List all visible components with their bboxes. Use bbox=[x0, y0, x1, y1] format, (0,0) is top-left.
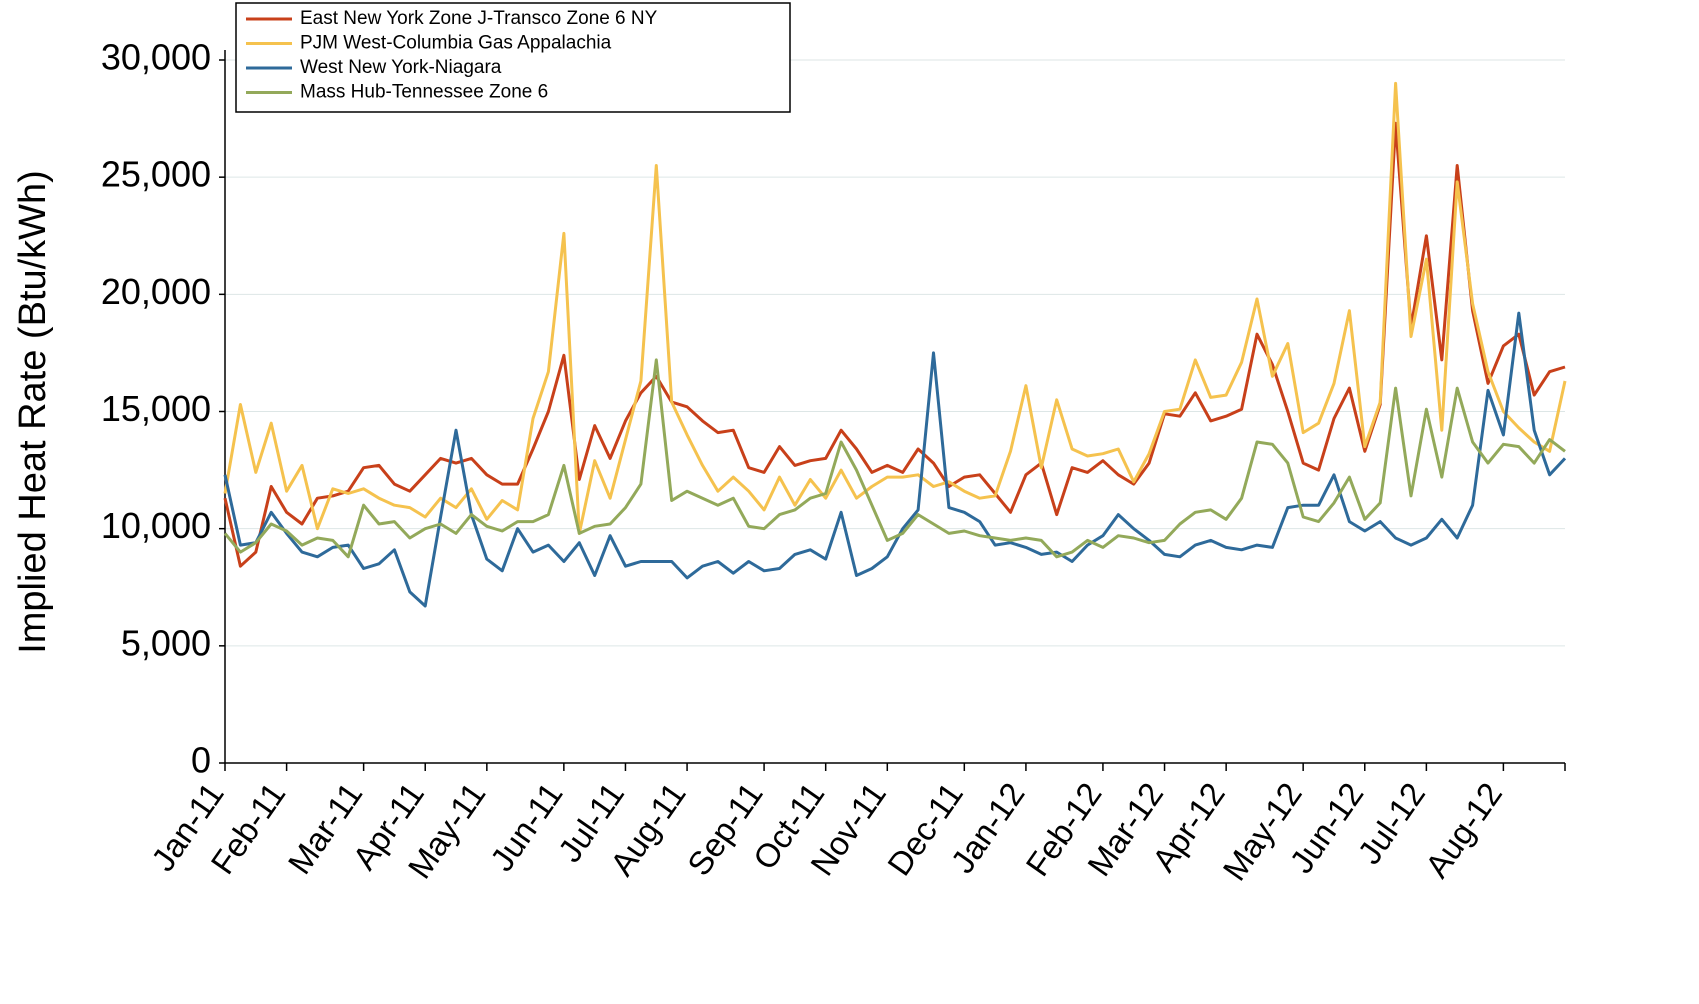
y-tick-label: 5,000 bbox=[121, 622, 211, 663]
legend-label: Mass Hub-Tennessee Zone 6 bbox=[300, 82, 548, 103]
legend-label: West New York-Niagara bbox=[300, 57, 502, 78]
x-tick-label: Aug-12 bbox=[1418, 776, 1509, 884]
x-tick-label: Mar-11 bbox=[280, 776, 369, 881]
x-tick-label: Sep-11 bbox=[680, 776, 770, 882]
series-line bbox=[223, 311, 1567, 608]
series-line bbox=[223, 358, 1566, 559]
y-tick-label: 0 bbox=[191, 740, 211, 781]
x-tick-label: Jun-11 bbox=[483, 776, 570, 878]
legend-box bbox=[235, 2, 791, 113]
y-axis-label: Implied Heat Rate (Btu/kWh) bbox=[12, 170, 54, 654]
y-tick-label: 20,000 bbox=[101, 271, 211, 312]
series-line bbox=[223, 121, 1566, 568]
x-tick-label: May-12 bbox=[1215, 776, 1308, 887]
y-tick-label: 15,000 bbox=[101, 388, 211, 429]
y-tick-label: 30,000 bbox=[101, 37, 211, 78]
legend-label: East New York Zone J-Transco Zone 6 NY bbox=[300, 8, 658, 29]
y-tick-label: 25,000 bbox=[101, 154, 211, 195]
legend-label: PJM West-Columbia Gas Appalachia bbox=[300, 33, 612, 54]
y-tick-label: 10,000 bbox=[101, 505, 211, 546]
series-line bbox=[223, 81, 1567, 535]
x-tick-label: Jul-12 bbox=[1350, 776, 1432, 871]
